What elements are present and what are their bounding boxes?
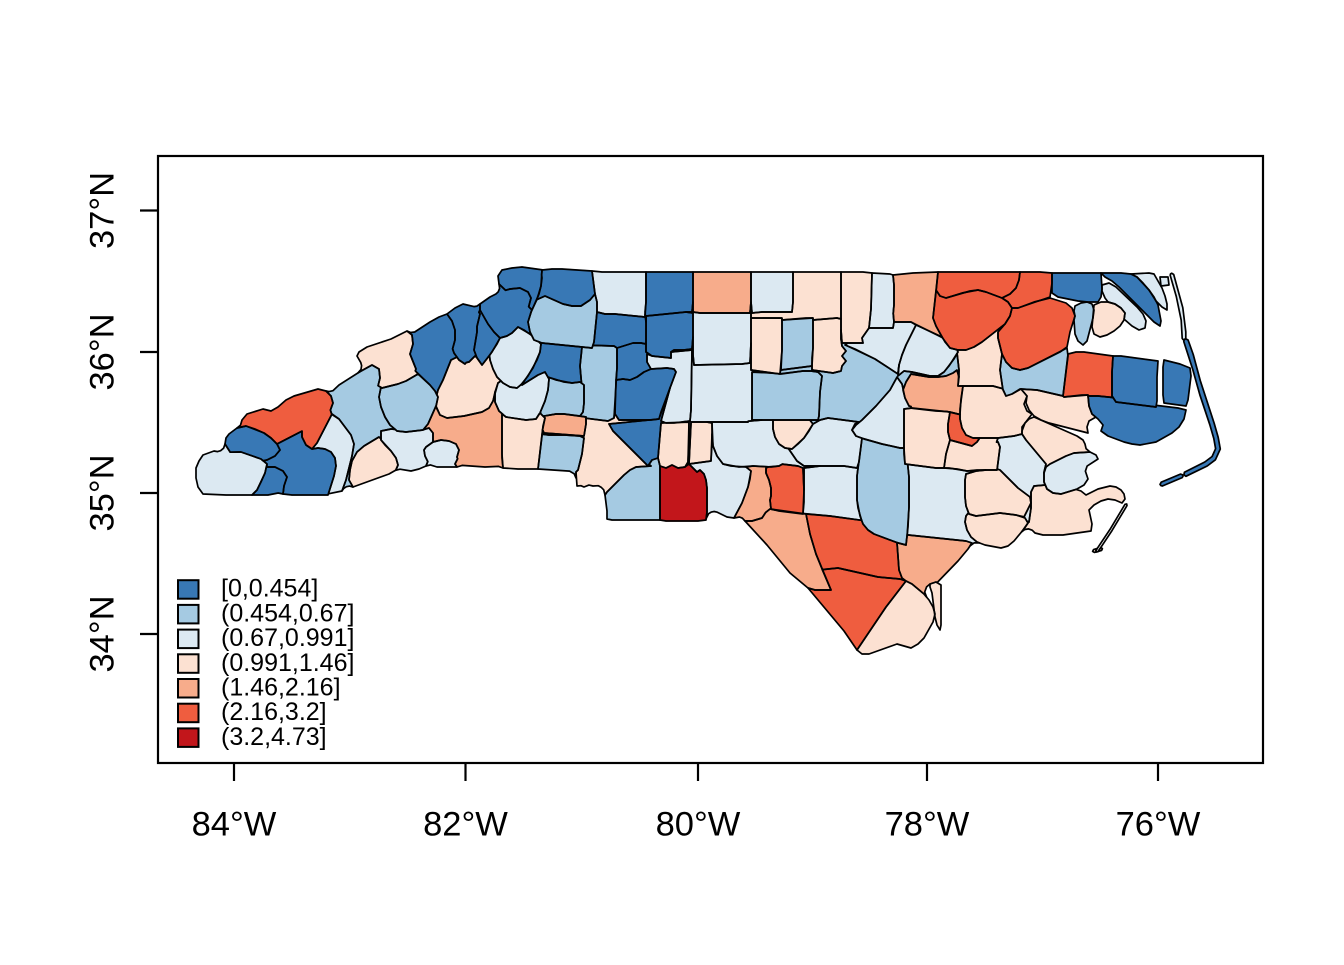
svg-text:36°N: 36°N bbox=[84, 313, 122, 390]
svg-text:(0.67,0.991]: (0.67,0.991] bbox=[221, 624, 354, 652]
svg-text:(0.991,1.46]: (0.991,1.46] bbox=[221, 649, 354, 677]
svg-text:[0,0.454]: [0,0.454] bbox=[221, 575, 318, 603]
svg-text:35°N: 35°N bbox=[84, 454, 122, 531]
svg-text:82°W: 82°W bbox=[423, 806, 508, 844]
svg-text:80°W: 80°W bbox=[656, 806, 741, 844]
svg-text:76°W: 76°W bbox=[1116, 806, 1201, 844]
svg-text:(1.46,2.16]: (1.46,2.16] bbox=[221, 674, 341, 702]
svg-text:78°W: 78°W bbox=[885, 806, 970, 844]
svg-text:84°W: 84°W bbox=[192, 806, 277, 844]
svg-text:37°N: 37°N bbox=[84, 172, 122, 249]
svg-text:(3.2,4.73]: (3.2,4.73] bbox=[221, 723, 327, 751]
svg-text:34°N: 34°N bbox=[84, 595, 122, 672]
svg-text:(2.16,3.2]: (2.16,3.2] bbox=[221, 698, 327, 726]
svg-text:(0.454,0.67]: (0.454,0.67] bbox=[221, 599, 354, 627]
